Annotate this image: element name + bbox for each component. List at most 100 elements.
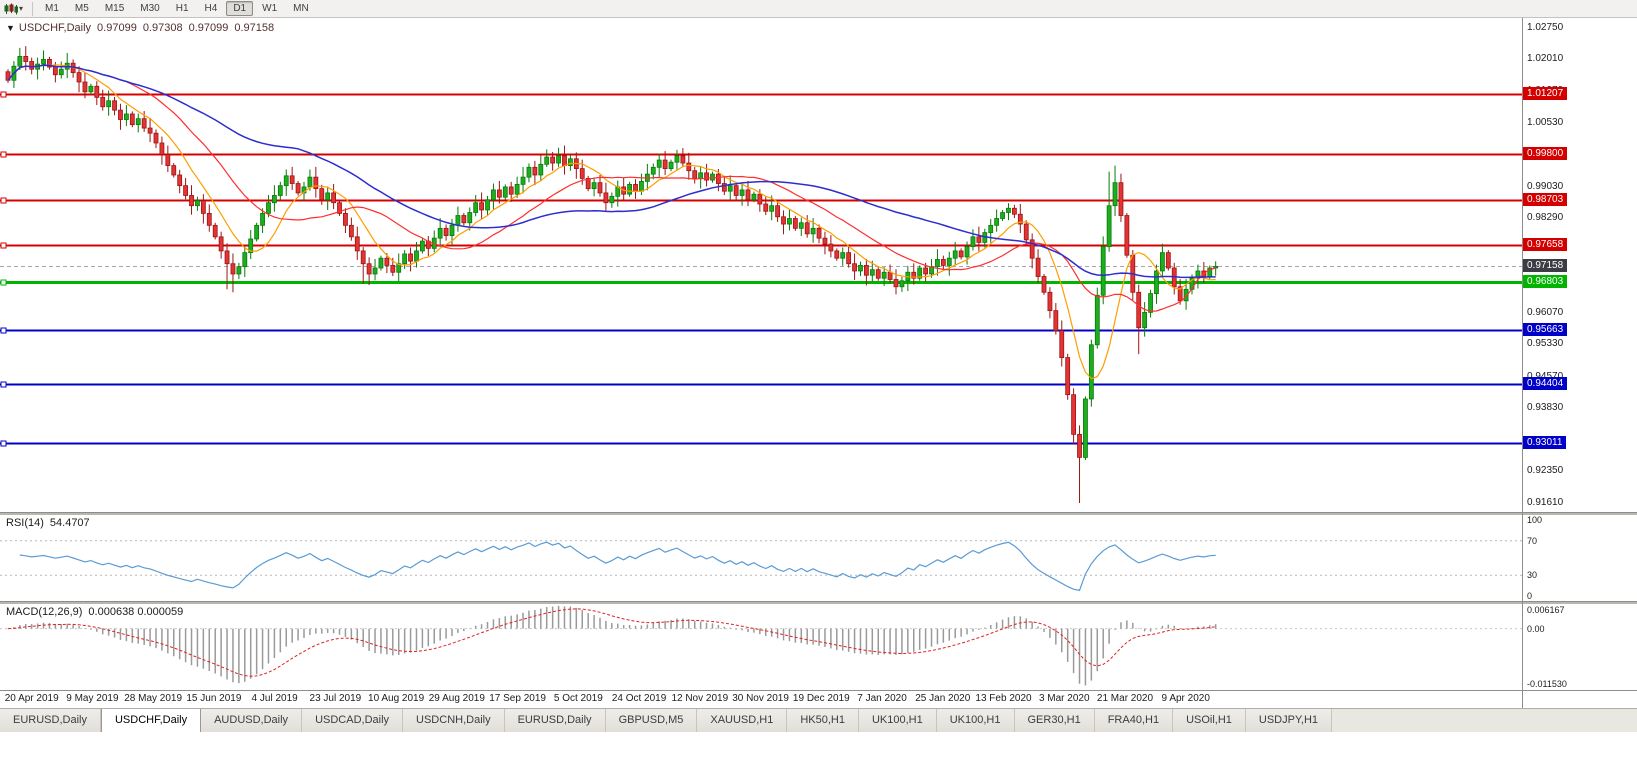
- candle-body: [1142, 311, 1148, 329]
- price-level-badge[interactable]: 1.01207: [1523, 86, 1568, 100]
- candle-body: [822, 237, 828, 245]
- candle-body: [485, 199, 490, 211]
- price-level-badge[interactable]: 0.98703: [1523, 193, 1568, 207]
- chart-tab-usdjpy-h1[interactable]: USDJPY,H1: [1245, 709, 1333, 732]
- timeframe-button-mn[interactable]: MN: [293, 3, 309, 14]
- chart-tab-eurusd-daily[interactable]: EURUSD,Daily: [0, 709, 101, 732]
- toolbar-separator: [32, 1, 34, 16]
- rsi-indicator-pane[interactable]: [0, 515, 1522, 601]
- level-line-handle[interactable]: [0, 151, 7, 158]
- date-axis-label: 3 Mar 2020: [1038, 693, 1090, 704]
- chart-tab-ger30-h1[interactable]: GER30,H1: [1014, 709, 1095, 732]
- pane-splitter[interactable]: [0, 601, 1637, 604]
- candle-body: [970, 236, 976, 248]
- candles-layer: [5, 46, 1219, 504]
- candle-body: [627, 183, 632, 195]
- candle-body: [917, 267, 923, 279]
- candle-body: [41, 58, 46, 65]
- chart-tab-uk100-h1[interactable]: UK100,H1: [858, 709, 937, 732]
- time-axis[interactable]: 20 Apr 2019 9 May 2019 28 May 2019 15 Jun 2…: [0, 691, 1522, 708]
- candle-body: [1183, 288, 1189, 302]
- date-axis-label: 21 Mar 2020: [1096, 693, 1154, 704]
- level-line-handle[interactable]: [0, 279, 7, 286]
- candle-body: [141, 118, 147, 129]
- candle-body: [171, 165, 177, 176]
- candle-body: [798, 222, 804, 229]
- date-axis-label: 4 Jul 2019: [251, 693, 298, 704]
- candle-body: [952, 250, 958, 259]
- candle-body: [289, 175, 295, 184]
- ohlc-low: 0.97099: [188, 22, 229, 34]
- price-axis-tick: 0.91610: [1527, 497, 1564, 509]
- candle-body: [704, 172, 709, 181]
- chart-tab-eurusd-daily[interactable]: EURUSD,Daily: [504, 709, 606, 732]
- level-line-handle[interactable]: [0, 197, 7, 204]
- chart-tab-hk50-h1[interactable]: HK50,H1: [787, 709, 859, 732]
- level-line-handle[interactable]: [0, 381, 7, 388]
- candle-body: [473, 202, 479, 213]
- level-line-handle[interactable]: [0, 242, 7, 249]
- candle-body: [390, 265, 396, 273]
- candle-body: [319, 188, 325, 201]
- chart-tab-fra40-h1[interactable]: FRA40,H1: [1094, 709, 1174, 732]
- chart-tab-audusd-daily[interactable]: AUDUSD,Daily: [201, 709, 303, 732]
- pane-splitter[interactable]: [0, 512, 1637, 515]
- level-line-handle[interactable]: [0, 440, 7, 447]
- candle-body: [106, 100, 112, 108]
- candle-body: [212, 224, 218, 238]
- price-level-badge[interactable]: 0.96803: [1523, 274, 1568, 288]
- candle-body: [1029, 239, 1035, 259]
- timeframe-button-h1[interactable]: H1: [175, 3, 189, 14]
- level-line-handle[interactable]: [0, 91, 7, 98]
- candle-body: [183, 185, 189, 196]
- candle-body: [556, 155, 561, 164]
- macd-indicator-pane[interactable]: [0, 604, 1522, 690]
- candle-body: [698, 172, 704, 179]
- chart-tab-gbpusd-m5[interactable]: GBPUSD,M5: [605, 709, 698, 732]
- macd-values: 0.000638 0.000059: [88, 606, 184, 618]
- date-axis-label: 28 May 2019: [124, 693, 183, 704]
- chart-tab-usdchf-daily[interactable]: USDCHF,Daily: [100, 709, 202, 732]
- candle-body: [206, 212, 212, 226]
- price-axis-tick: 0.98290: [1527, 212, 1564, 224]
- price-level-badge[interactable]: 0.95663: [1523, 323, 1568, 337]
- timeframe-button-d1[interactable]: D1: [226, 1, 254, 16]
- macd-label: MACD(12,26,9): [6, 606, 83, 618]
- timeframe-button-m30[interactable]: M30: [140, 3, 160, 14]
- macd-axis-tick: -0.011530: [1527, 679, 1567, 689]
- candle-body: [976, 236, 982, 243]
- candle-body: [674, 155, 680, 163]
- triangle-down-icon: ▼: [6, 23, 15, 33]
- candle-body: [1165, 252, 1171, 269]
- candle-body: [260, 212, 265, 226]
- chart-tab-usoil-h1[interactable]: USOil,H1: [1173, 709, 1246, 732]
- timeframe-button-m5[interactable]: M5: [74, 3, 89, 14]
- price-level-badge[interactable]: 0.93011: [1523, 436, 1567, 450]
- macd-axis-tick: 0.006167: [1527, 605, 1565, 615]
- candle-body: [479, 202, 485, 211]
- timeframe-button-m15[interactable]: M15: [104, 3, 125, 14]
- price-level-badge[interactable]: 0.99800: [1523, 146, 1568, 160]
- candle-body: [88, 85, 94, 93]
- timeframe-button-h4[interactable]: H4: [204, 3, 218, 14]
- candle-body: [502, 186, 508, 198]
- candle-body: [52, 66, 58, 76]
- price-level-badge[interactable]: 0.94404: [1523, 376, 1568, 390]
- chart-tab-usdcnh-daily[interactable]: USDCNH,Daily: [403, 709, 505, 732]
- timeframe-button-w1[interactable]: W1: [262, 3, 278, 14]
- candle-body: [1071, 394, 1076, 435]
- chart-tab-xauusd-h1[interactable]: XAUUSD,H1: [697, 709, 788, 732]
- main-chart-pane[interactable]: [0, 18, 1522, 512]
- timeframe-button-m1[interactable]: M1: [45, 3, 59, 14]
- chart-type-icon[interactable]: ▾: [0, 1, 27, 17]
- price-level-badge[interactable]: 0.97658: [1523, 238, 1568, 252]
- candle-body: [1100, 246, 1106, 296]
- price-axis-tick: 0.94570: [1527, 371, 1563, 382]
- candle-body: [236, 266, 242, 275]
- date-axis-label: 12 Nov 2019: [671, 693, 729, 704]
- chart-tab-uk100-h1[interactable]: UK100,H1: [936, 709, 1015, 732]
- price-axis[interactable]: 1.027501.020101.012701.005300.997900.990…: [1523, 18, 1637, 708]
- candle-body: [1136, 291, 1142, 329]
- chart-tab-usdcad-daily[interactable]: USDCAD,Daily: [302, 709, 404, 732]
- level-line-handle[interactable]: [0, 327, 7, 334]
